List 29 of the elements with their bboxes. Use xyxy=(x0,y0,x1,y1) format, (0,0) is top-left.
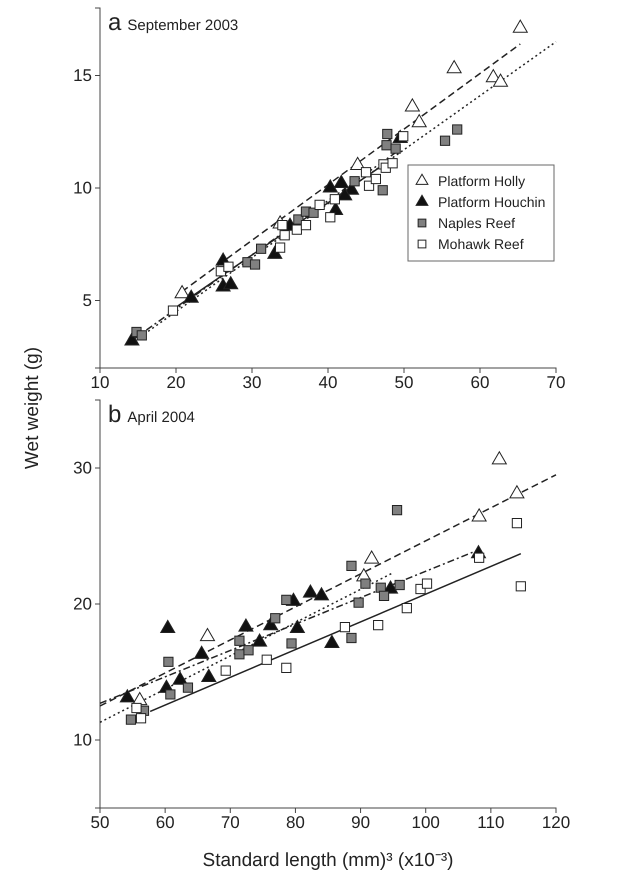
x-tick-label: 50 xyxy=(90,813,110,832)
x-axis-title: Standard length (mm)³ (x10⁻³) xyxy=(202,850,454,871)
chart-title: b April 2004 xyxy=(108,401,195,428)
y-tick-label: 10 xyxy=(73,730,92,750)
x-tick-label: 100 xyxy=(412,813,440,832)
legend-label: Naples Reef xyxy=(438,215,516,231)
x-tick-label: 20 xyxy=(166,373,186,392)
y-tick-label: 15 xyxy=(73,66,92,85)
x-tick-label: 90 xyxy=(351,813,370,832)
x-tick-label: 70 xyxy=(220,813,240,832)
y-tick-label: 5 xyxy=(82,290,92,310)
y-tick-label: 30 xyxy=(73,458,92,478)
y-axis-title: Wet weight (g) xyxy=(22,346,43,470)
x-tick-label: 50 xyxy=(394,373,414,392)
x-tick-label: 70 xyxy=(546,373,566,392)
x-tick-label: 60 xyxy=(156,813,175,832)
x-tick-label: 40 xyxy=(318,373,338,392)
x-tick-label: 80 xyxy=(286,813,305,832)
x-tick-label: 120 xyxy=(542,813,570,832)
x-tick-label: 10 xyxy=(90,373,110,392)
x-tick-label: 110 xyxy=(477,813,504,832)
y-tick-label: 10 xyxy=(73,178,92,198)
y-tick-label: 20 xyxy=(73,594,92,614)
legend-label: Platform Houchin xyxy=(438,194,546,210)
chart-title: a September 2003 xyxy=(108,9,238,36)
x-tick-label: 60 xyxy=(470,373,490,392)
legend-label: Mohawk Reef xyxy=(438,236,524,252)
x-tick-label: 30 xyxy=(242,373,262,392)
legend-label: Platform Holly xyxy=(438,173,526,189)
